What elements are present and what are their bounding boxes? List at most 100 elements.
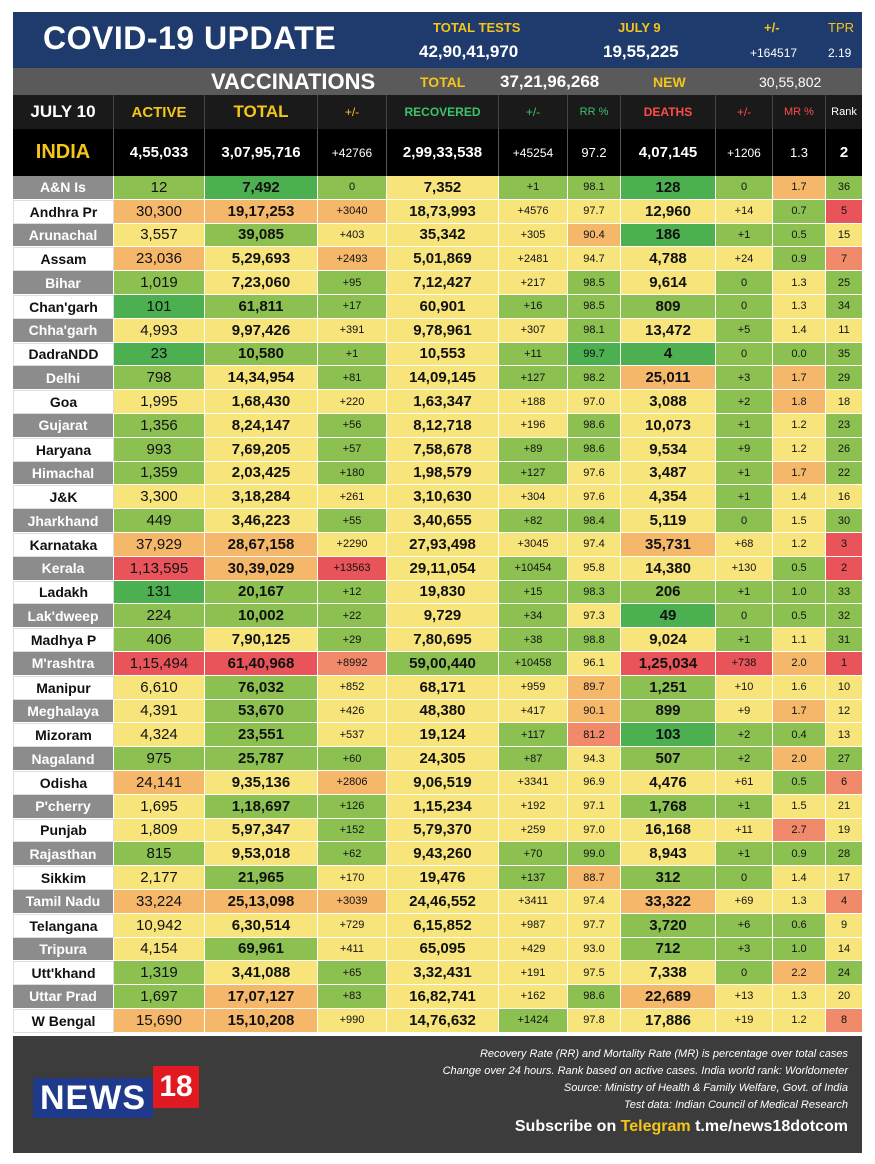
state-name: Karnataka — [13, 532, 114, 557]
state-name: P'cherry — [13, 794, 114, 819]
recovery-rate: 99.7 — [568, 342, 621, 367]
active-cases: 815 — [114, 842, 205, 867]
india-row: INDIA 4,55,033 3,07,95,716 +42766 2,99,3… — [13, 129, 862, 176]
rank: 23 — [826, 413, 862, 438]
recovery-rate: 88.7 — [568, 866, 621, 890]
state-name: Rajasthan — [13, 842, 114, 867]
rank: 16 — [826, 485, 862, 510]
recovered: 7,352 — [387, 176, 499, 200]
india-rr: 97.2 — [568, 129, 621, 176]
recovered-change: +87 — [499, 747, 568, 771]
active-cases: 4,154 — [114, 937, 205, 962]
total-change: +2290 — [318, 532, 387, 557]
vacc-new-label: NEW — [653, 74, 686, 90]
mortality-rate: 1.2 — [773, 1008, 826, 1033]
active-cases: 1,019 — [114, 271, 205, 295]
india-label: INDIA — [13, 129, 114, 176]
state-name: Gujarat — [13, 413, 114, 438]
table-row: Delhi 798 14,34,954 +81 14,09,145 +127 98.2 25,… — [13, 366, 862, 391]
recovered: 10,553 — [387, 342, 499, 367]
mortality-rate: 0.5 — [773, 556, 826, 581]
total-change: +55 — [318, 509, 387, 533]
table-row: Jharkhand 449 3,46,223 +55 3,40,655 +82 98.4 5,… — [13, 509, 862, 533]
recovered: 7,80,695 — [387, 628, 499, 652]
rank: 2 — [826, 556, 862, 581]
active-cases: 1,697 — [114, 985, 205, 1009]
rank: 3 — [826, 532, 862, 557]
state-name: Chan'garh — [13, 294, 114, 319]
recovered: 14,76,632 — [387, 1008, 499, 1033]
active-cases: 12 — [114, 176, 205, 200]
table-row: Rajasthan 815 9,53,018 +62 9,43,260 +70 99.0 8,… — [13, 842, 862, 867]
total-change: +22 — [318, 604, 387, 629]
recovered: 7,58,678 — [387, 437, 499, 462]
table-row: Odisha 24,141 9,35,136 +2806 9,06,519 +3341 96… — [13, 770, 862, 795]
rank: 26 — [826, 437, 862, 462]
rank: 20 — [826, 985, 862, 1009]
total-change: +62 — [318, 842, 387, 867]
deaths: 809 — [621, 294, 716, 319]
deaths: 8,943 — [621, 842, 716, 867]
deaths-change: +6 — [716, 913, 773, 938]
state-name: W Bengal — [13, 1008, 114, 1033]
state-name: M'rashtra — [13, 651, 114, 676]
table-header: JULY 10 ACTIVE TOTAL +/- RECOVERED +/- R… — [13, 95, 862, 129]
deaths-change: +11 — [716, 818, 773, 843]
total-cases: 3,46,223 — [205, 509, 318, 533]
footnote-4: Test data: Indian Council of Medical Res… — [624, 1099, 848, 1111]
telegram-link[interactable]: t.me/news18dotcom — [690, 1118, 848, 1135]
total-change: +17 — [318, 294, 387, 319]
state-name: Nagaland — [13, 747, 114, 771]
state-name: Kerala — [13, 556, 114, 581]
rank: 33 — [826, 580, 862, 605]
total-cases: 9,35,136 — [205, 770, 318, 795]
deaths: 312 — [621, 866, 716, 890]
recovered-change: +3045 — [499, 532, 568, 557]
recovered-change: +3341 — [499, 770, 568, 795]
mortality-rate: 0.9 — [773, 842, 826, 867]
rank: 17 — [826, 866, 862, 890]
footnote-3: Source: Ministry of Health & Family Welf… — [563, 1082, 848, 1094]
deaths: 17,886 — [621, 1008, 716, 1033]
recovery-rate: 98.2 — [568, 366, 621, 391]
recovered-change: +959 — [499, 675, 568, 700]
total-cases: 28,67,158 — [205, 532, 318, 557]
vacc-total-value: 37,21,96,268 — [500, 72, 600, 91]
state-name: Chha'garh — [13, 318, 114, 343]
table-row: Punjab 1,809 5,97,347 +152 5,79,370 +259 97.0 1… — [13, 818, 862, 843]
deaths: 16,168 — [621, 818, 716, 843]
recovery-rate: 93.0 — [568, 937, 621, 962]
state-name: Uttar Prad — [13, 985, 114, 1009]
state-name: Telangana — [13, 913, 114, 938]
header-pm3: +/- — [716, 95, 773, 129]
recovered: 9,43,260 — [387, 842, 499, 867]
recovered-change: +188 — [499, 390, 568, 414]
recovered: 59,00,440 — [387, 651, 499, 676]
deaths: 4,476 — [621, 770, 716, 795]
deaths: 49 — [621, 604, 716, 629]
recovered: 9,06,519 — [387, 770, 499, 795]
table-row: Tamil Nadu 33,224 25,13,098 +3039 24,46,552 +… — [13, 889, 862, 914]
table-row: Chha'garh 4,993 9,97,426 +391 9,78,961 +307 98… — [13, 318, 862, 343]
total-change: +411 — [318, 937, 387, 962]
active-cases: 1,13,595 — [114, 556, 205, 581]
state-name: Arunachal — [13, 223, 114, 248]
header-pm1: +/- — [318, 95, 387, 129]
total-cases: 69,961 — [205, 937, 318, 962]
footer: NEWS 18 Recovery Rate (RR) and Mortality… — [13, 1036, 862, 1153]
deaths: 10,073 — [621, 413, 716, 438]
deaths: 4,788 — [621, 247, 716, 272]
mortality-rate: 1.4 — [773, 318, 826, 343]
table-row: Mizoram 4,324 23,551 +537 19,124 +117 81.2 103 +… — [13, 723, 862, 748]
recovered: 65,095 — [387, 937, 499, 962]
state-name: DadraNDD — [13, 342, 114, 367]
recovered: 19,124 — [387, 723, 499, 748]
vaccinations-title: VACCINATIONS — [211, 69, 376, 94]
total-cases: 7,69,205 — [205, 437, 318, 462]
mortality-rate: 2.0 — [773, 747, 826, 771]
rank: 19 — [826, 818, 862, 843]
recovered-change: +3411 — [499, 889, 568, 914]
total-change: +152 — [318, 818, 387, 843]
deaths-change: +2 — [716, 390, 773, 414]
rank: 11 — [826, 318, 862, 343]
